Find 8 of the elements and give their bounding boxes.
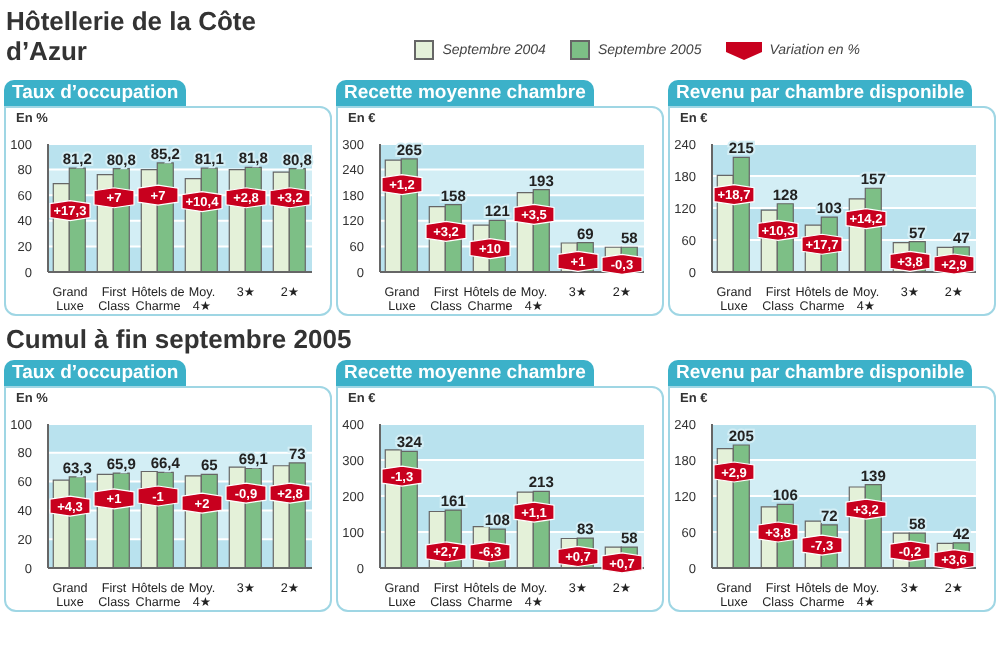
text: Hôtellerie de la Côte d’Azur [6, 6, 256, 66]
chart-title: Recette moyenne chambre [336, 80, 594, 106]
text: Cumul à fin septembre 2005 [6, 324, 354, 354]
chart-title: Taux d’occupation [4, 360, 187, 386]
chart-title: Taux d’occupation [4, 80, 187, 106]
chart-title: Revenu par chambre disponible [668, 360, 973, 386]
chart-title: Revenu par chambre disponible [668, 80, 973, 106]
chart-title: Recette moyenne chambre [336, 360, 594, 386]
